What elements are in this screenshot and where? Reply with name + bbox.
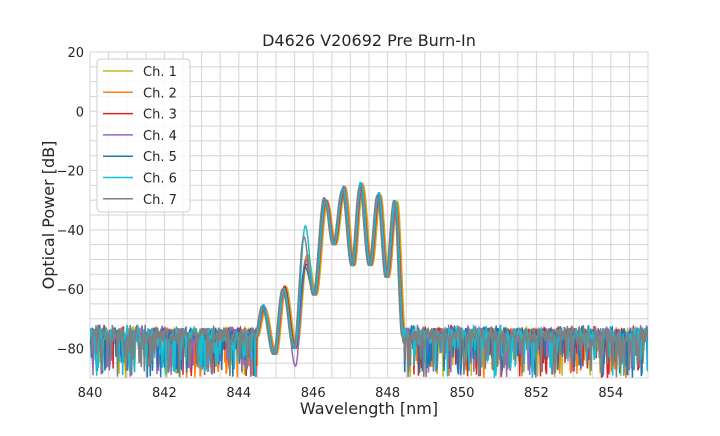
y-tick-label: 20 (67, 46, 84, 61)
x-tick-label: 852 (524, 386, 549, 401)
x-tick-label: 846 (301, 386, 326, 401)
legend-box (96, 58, 191, 213)
y-tick-label: −60 (57, 283, 84, 298)
series-line-ch-7 (90, 187, 648, 378)
y-tick-label: −40 (57, 224, 84, 239)
legend: Ch. 1 Ch. 2 Ch. 3 Ch. 4 Ch. 5 Ch. 6 Ch. 7 (96, 58, 191, 213)
x-tick-label: 848 (375, 386, 400, 401)
series-line-ch-6 (90, 181, 648, 378)
y-tick-label: 0 (76, 105, 84, 120)
x-tick-label: 850 (450, 386, 475, 401)
legend-label-ch-1: Ch. 1 (143, 65, 177, 80)
legend-label-ch-5: Ch. 5 (143, 150, 177, 165)
y-axis-label: Optical Power [dB] (39, 141, 58, 290)
grid (89, 51, 649, 379)
chart-title: D4626 V20692 Pre Burn-In (262, 31, 476, 50)
legend-label-ch-4: Ch. 4 (143, 129, 177, 144)
legend-label-ch-7: Ch. 7 (143, 193, 177, 208)
legend-label-ch-2: Ch. 2 (143, 86, 177, 101)
legend-label-ch-3: Ch. 3 (143, 108, 177, 123)
x-tick-label: 840 (78, 386, 103, 401)
y-tick-label: −20 (57, 165, 84, 180)
x-axis-label: Wavelength [nm] (300, 399, 438, 418)
x-tick-label: 844 (226, 386, 251, 401)
y-tick-label: −80 (57, 342, 84, 357)
tick-labels: 840 842 844 846 848 850 852 854 −80 −60 −40 −20 0 20 (57, 46, 624, 401)
series-lines (90, 181, 648, 378)
legend-label-ch-6: Ch. 6 (143, 172, 177, 187)
x-tick-label: 842 (152, 386, 177, 401)
x-tick-label: 854 (598, 386, 623, 401)
